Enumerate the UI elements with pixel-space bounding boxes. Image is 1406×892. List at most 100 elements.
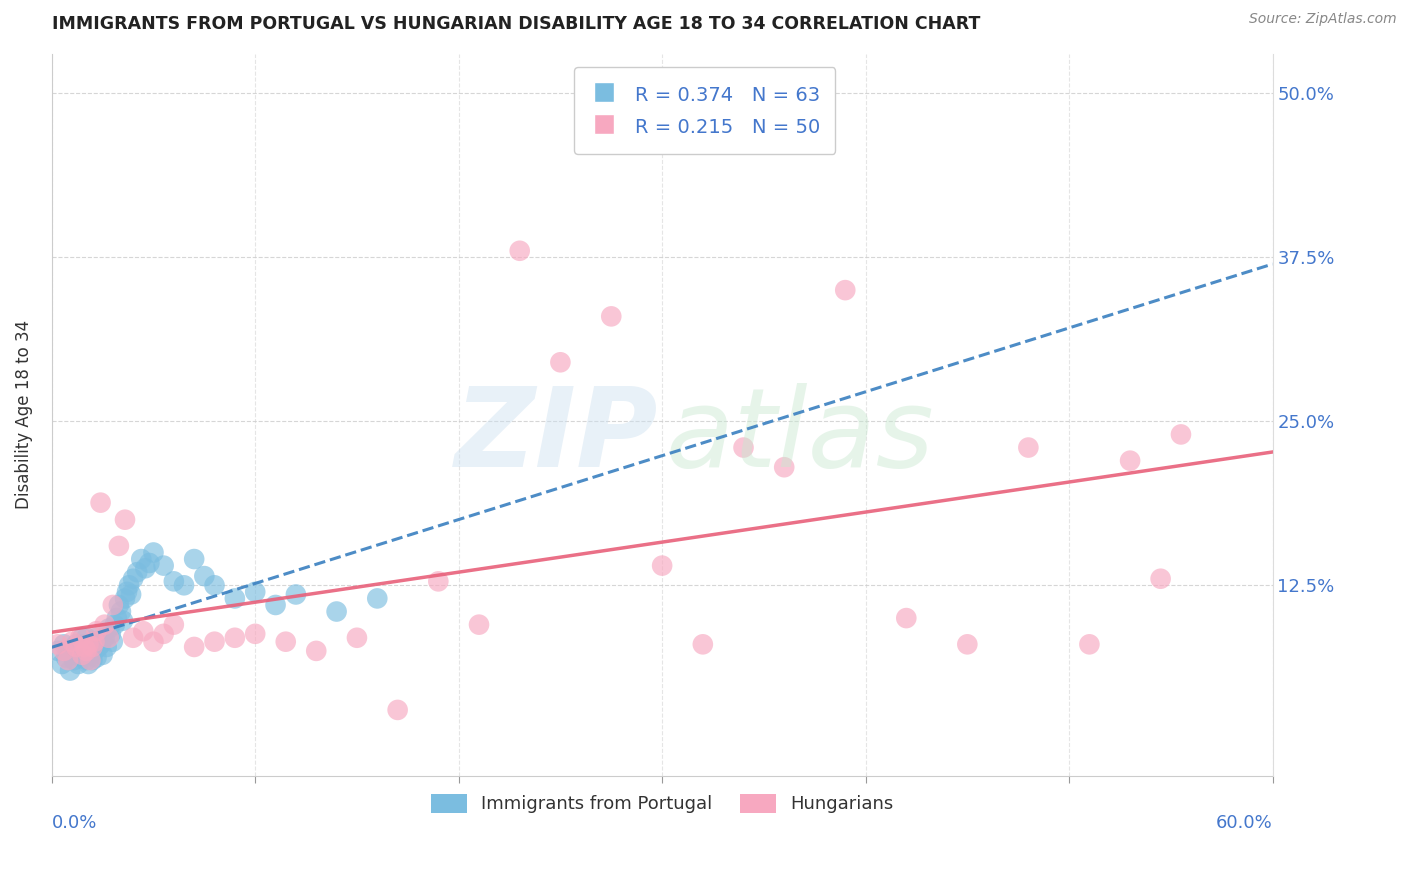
Point xyxy=(1017,441,1039,455)
Point xyxy=(73,648,96,662)
Point xyxy=(108,539,131,553)
Point xyxy=(152,558,174,573)
Point xyxy=(468,617,491,632)
Point xyxy=(77,644,100,658)
Point xyxy=(733,441,755,455)
Point xyxy=(163,617,186,632)
Point xyxy=(142,545,165,559)
Point xyxy=(896,611,918,625)
Point xyxy=(204,634,226,648)
Point xyxy=(111,614,134,628)
Point xyxy=(87,640,110,654)
Point xyxy=(105,611,128,625)
Point xyxy=(75,631,97,645)
Point xyxy=(224,591,246,606)
Point xyxy=(96,640,118,654)
Point xyxy=(152,627,174,641)
Point xyxy=(101,634,124,648)
Point xyxy=(93,617,115,632)
Point xyxy=(115,585,138,599)
Point xyxy=(65,640,87,654)
Point xyxy=(82,653,104,667)
Point xyxy=(284,587,307,601)
Point xyxy=(46,637,69,651)
Point xyxy=(264,598,287,612)
Point xyxy=(59,664,82,678)
Point xyxy=(91,648,114,662)
Point xyxy=(118,578,141,592)
Point xyxy=(86,631,108,645)
Point xyxy=(46,644,69,658)
Point xyxy=(692,637,714,651)
Point xyxy=(52,637,75,651)
Point xyxy=(550,355,572,369)
Point xyxy=(120,587,142,601)
Point xyxy=(83,634,105,648)
Point xyxy=(129,552,152,566)
Point xyxy=(77,657,100,671)
Point xyxy=(114,591,136,606)
Point xyxy=(79,653,101,667)
Point xyxy=(56,644,79,658)
Point xyxy=(245,585,267,599)
Point xyxy=(245,627,267,641)
Point xyxy=(90,496,112,510)
Point xyxy=(69,644,91,658)
Point xyxy=(77,637,100,651)
Point xyxy=(75,653,97,667)
Text: atlas: atlas xyxy=(666,383,935,490)
Point xyxy=(325,605,347,619)
Legend: Immigrants from Portugal, Hungarians: Immigrants from Portugal, Hungarians xyxy=(423,787,901,821)
Point xyxy=(142,634,165,648)
Point xyxy=(163,574,186,589)
Point xyxy=(79,637,101,651)
Point xyxy=(82,640,104,654)
Point xyxy=(773,460,796,475)
Text: 0.0%: 0.0% xyxy=(52,814,97,832)
Point xyxy=(97,631,120,645)
Point xyxy=(305,644,328,658)
Point xyxy=(83,644,105,658)
Point xyxy=(138,556,160,570)
Point xyxy=(86,624,108,639)
Point xyxy=(127,565,149,579)
Point xyxy=(366,591,388,606)
Point xyxy=(55,650,77,665)
Point xyxy=(73,640,96,654)
Point xyxy=(224,631,246,645)
Text: Source: ZipAtlas.com: Source: ZipAtlas.com xyxy=(1249,12,1396,26)
Point xyxy=(122,572,145,586)
Point xyxy=(193,569,215,583)
Point xyxy=(65,637,87,651)
Point xyxy=(600,310,623,324)
Point xyxy=(72,648,94,662)
Point xyxy=(274,634,297,648)
Point xyxy=(73,637,96,651)
Point xyxy=(114,513,136,527)
Point xyxy=(60,648,83,662)
Point xyxy=(427,574,450,589)
Point xyxy=(134,561,156,575)
Point xyxy=(122,631,145,645)
Point xyxy=(110,605,132,619)
Point xyxy=(51,657,73,671)
Point xyxy=(52,644,75,658)
Point xyxy=(183,552,205,566)
Point xyxy=(387,703,409,717)
Point xyxy=(97,622,120,636)
Point xyxy=(651,558,673,573)
Point xyxy=(173,578,195,592)
Point xyxy=(90,637,112,651)
Point xyxy=(100,627,122,641)
Point xyxy=(1078,637,1101,651)
Point xyxy=(72,650,94,665)
Point xyxy=(956,637,979,651)
Point xyxy=(79,648,101,662)
Point xyxy=(72,631,94,645)
Point xyxy=(101,598,124,612)
Text: 60.0%: 60.0% xyxy=(1216,814,1272,832)
Point xyxy=(93,631,115,645)
Point xyxy=(1170,427,1192,442)
Point xyxy=(67,657,90,671)
Point xyxy=(83,634,105,648)
